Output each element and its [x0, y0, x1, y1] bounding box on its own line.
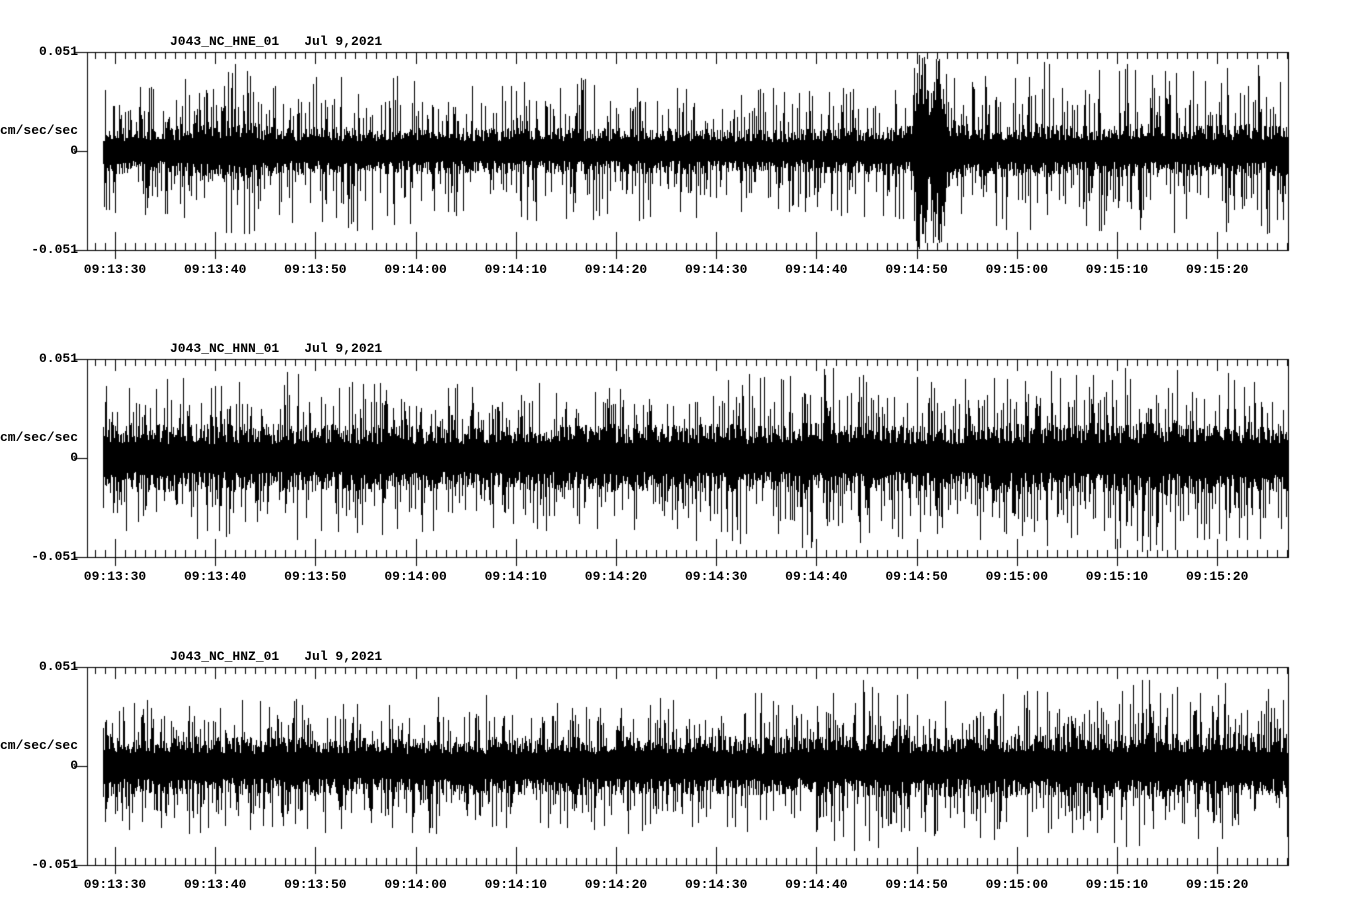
time-tick-label: 09:14:50 [885, 262, 948, 277]
time-tick-label: 09:15:20 [1185, 877, 1249, 892]
time-tick-label: 09:13:30 [83, 569, 147, 584]
ytick-min-label: -0.051 [31, 857, 78, 872]
panel-title: J043_NC_HNN_01 Jul 9,2021 [170, 342, 382, 356]
time-tick-label: 09:14:30 [684, 877, 748, 892]
time-tick-label: 09:14:50 [885, 569, 948, 584]
time-tick-label: 09:13:40 [183, 262, 247, 277]
time-tick-label: 09:14:20 [584, 569, 648, 584]
time-tick-label: 09:13:30 [83, 877, 147, 892]
time-tick-label: 09:14:10 [484, 569, 548, 584]
ytick-max-label: 0.051 [38, 659, 78, 674]
waveform-plot-hnn [74, 358, 1294, 570]
panel-title: J043_NC_HNE_01 Jul 9,2021 [170, 35, 382, 49]
time-tick-label: 09:14:10 [484, 877, 548, 892]
time-tick-label: 09:14:00 [384, 569, 447, 584]
ytick-zero-label: 0 [0, 451, 78, 465]
time-tick-label: 09:15:00 [985, 262, 1049, 277]
ytick-min-label: -0.051 [31, 242, 78, 257]
y-axis-unit-label: cm/sec/sec [0, 123, 79, 138]
time-tick-label: 09:14:20 [584, 262, 648, 277]
time-tick-label: 09:14:40 [785, 569, 848, 584]
time-tick-label: 09:14:20 [584, 877, 648, 892]
time-tick-label: 09:13:40 [183, 569, 247, 584]
time-tick-label: 09:15:20 [1185, 569, 1249, 584]
waveform-panel-hnz: J043_NC_HNZ_01 Jul 9,2021 0.051 cm/sec/se… [0, 615, 1358, 915]
time-tick-label: 09:15:10 [1085, 569, 1149, 584]
trace-id-label: J043_NC_HNE_01 [170, 34, 280, 49]
time-tick-label: 09:13:40 [183, 877, 247, 892]
panel-title: J043_NC_HNZ_01 Jul 9,2021 [170, 650, 382, 664]
ytick-max-label: 0.051 [38, 44, 78, 59]
trace-date-label: Jul 9,2021 [304, 341, 383, 356]
waveform-panel-hne: J043_NC_HNE_01 Jul 9,2021 0.051 cm/sec/se… [0, 0, 1358, 300]
time-tick-label: 09:14:30 [684, 262, 748, 277]
ytick-min-label: -0.051 [31, 549, 78, 564]
time-tick-label: 09:15:00 [985, 569, 1049, 584]
waveform-panel-hnn: J043_NC_HNN_01 Jul 9,2021 0.051 cm/sec/se… [0, 307, 1358, 607]
trace-id-label: J043_NC_HNN_01 [170, 341, 280, 356]
time-tick-label: 09:13:30 [83, 262, 147, 277]
time-tick-label: 09:15:10 [1085, 877, 1149, 892]
time-tick-label: 09:14:40 [785, 262, 848, 277]
ytick-max-label: 0.051 [38, 351, 78, 366]
y-axis-unit-label: cm/sec/sec [0, 430, 79, 445]
time-tick-label: 09:13:50 [284, 569, 347, 584]
time-tick-label: 09:14:40 [785, 877, 848, 892]
time-tick-label: 09:15:00 [985, 877, 1049, 892]
y-axis-unit-label: cm/sec/sec [0, 738, 79, 753]
time-tick-label: 09:15:20 [1185, 262, 1249, 277]
trace-id-label: J043_NC_HNZ_01 [170, 649, 280, 664]
time-tick-label: 09:13:50 [284, 262, 347, 277]
ytick-zero-label: 0 [0, 759, 78, 773]
trace-date-label: Jul 9,2021 [304, 34, 383, 49]
waveform-plot-hnz [74, 666, 1294, 878]
time-tick-label: 09:14:00 [384, 262, 447, 277]
trace-date-label: Jul 9,2021 [304, 649, 383, 664]
time-tick-label: 09:14:50 [885, 877, 948, 892]
waveform-plot-hne [74, 51, 1294, 263]
ytick-zero-label: 0 [0, 144, 78, 158]
time-tick-label: 09:14:30 [684, 569, 748, 584]
time-tick-label: 09:13:50 [284, 877, 347, 892]
time-tick-label: 09:15:10 [1085, 262, 1149, 277]
time-tick-label: 09:14:00 [384, 877, 447, 892]
time-tick-label: 09:14:10 [484, 262, 548, 277]
